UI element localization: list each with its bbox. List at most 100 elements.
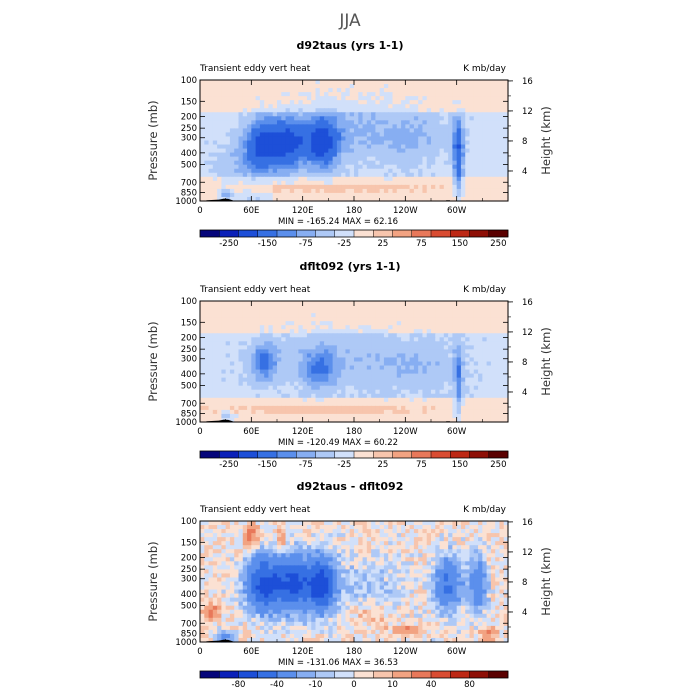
heatmap-cell bbox=[255, 180, 261, 186]
heatmap-cell bbox=[324, 112, 329, 117]
heatmap-cell bbox=[221, 144, 227, 150]
heatmap-cell bbox=[247, 353, 252, 359]
heatmap-cell bbox=[217, 525, 222, 530]
heatmap-cell bbox=[448, 301, 453, 306]
heatmap-cell bbox=[315, 393, 321, 399]
heatmap-cell bbox=[478, 533, 483, 538]
heatmap-cell bbox=[255, 405, 261, 411]
heatmap-cell bbox=[204, 88, 210, 93]
heatmap-cell bbox=[311, 100, 317, 105]
heatmap-cell bbox=[200, 405, 205, 411]
heatmap-cell bbox=[341, 337, 347, 342]
heatmap-cell bbox=[251, 393, 257, 399]
heatmap-cell bbox=[200, 96, 205, 101]
heatmap-cell bbox=[409, 373, 415, 379]
heatmap-cell bbox=[229, 365, 235, 371]
heatmap-cell bbox=[503, 108, 509, 113]
heatmap-cell bbox=[306, 172, 312, 178]
heatmap-cell bbox=[217, 313, 222, 318]
heatmap-cell bbox=[328, 88, 334, 93]
heatmap-cell bbox=[285, 92, 291, 97]
heatmap-cell bbox=[247, 329, 252, 334]
heatmap-cell bbox=[426, 405, 432, 411]
heatmap-cell bbox=[200, 120, 205, 125]
heatmap-cell bbox=[473, 168, 479, 174]
heatmap-cell bbox=[204, 184, 210, 190]
heatmap-cell bbox=[285, 341, 291, 346]
heatmap-cell bbox=[272, 357, 278, 363]
heatmap-cell bbox=[268, 405, 274, 411]
heatmap-cell bbox=[435, 172, 441, 178]
heatmap-cell bbox=[212, 413, 218, 419]
heatmap-cell bbox=[289, 156, 295, 162]
heatmap-cell bbox=[354, 313, 359, 318]
heatmap-cell bbox=[443, 192, 449, 198]
heatmap-cell bbox=[495, 393, 501, 399]
heatmap-cell bbox=[379, 88, 385, 93]
heatmap-cell bbox=[405, 321, 411, 326]
x-tick-label: 0 bbox=[197, 427, 202, 437]
heatmap-cell bbox=[259, 148, 265, 154]
heatmap-cell bbox=[388, 309, 394, 314]
heatmap-cell bbox=[272, 84, 278, 89]
heatmap-cell bbox=[383, 381, 389, 387]
heatmap-cell bbox=[328, 373, 334, 379]
heatmap-cell bbox=[431, 96, 436, 101]
heatmap-cell bbox=[460, 413, 466, 419]
heatmap-cell bbox=[439, 88, 445, 93]
heatmap-cell bbox=[319, 413, 325, 419]
heatmap-cell bbox=[486, 361, 492, 367]
heatmap-cell bbox=[439, 521, 445, 526]
heatmap-cell bbox=[311, 337, 317, 342]
heatmap-cell bbox=[388, 132, 394, 138]
heatmap-cell bbox=[229, 160, 235, 166]
heatmap-cell bbox=[456, 321, 462, 326]
heatmap-cell bbox=[289, 313, 295, 318]
heatmap-cell bbox=[268, 337, 274, 342]
heatmap-cell bbox=[225, 541, 231, 546]
heatmap-cell bbox=[396, 333, 402, 338]
heatmap-cell bbox=[277, 405, 282, 411]
heatmap-cell bbox=[478, 417, 483, 423]
heatmap-cell bbox=[306, 88, 312, 93]
heatmap-cell bbox=[281, 112, 287, 117]
heatmap-cell bbox=[306, 537, 312, 542]
heatmap-cell bbox=[383, 136, 389, 142]
heatmap-cell bbox=[349, 88, 355, 93]
heatmap-cell bbox=[431, 409, 436, 415]
heatmap-cell bbox=[379, 333, 385, 338]
heatmap-cell bbox=[460, 108, 466, 113]
heatmap-cell bbox=[221, 156, 227, 162]
heatmap-cell bbox=[456, 120, 462, 125]
heatmap-cell bbox=[405, 349, 411, 355]
heatmap-cell bbox=[336, 120, 342, 125]
heatmap-cell bbox=[452, 349, 458, 355]
heatmap-cell bbox=[281, 405, 287, 411]
heatmap-cell bbox=[358, 393, 364, 399]
heatmap-cell bbox=[422, 353, 428, 359]
heatmap-cell bbox=[289, 305, 295, 310]
heatmap-cell bbox=[298, 317, 304, 322]
heatmap-cell bbox=[448, 329, 453, 334]
heatmap-cell bbox=[208, 116, 214, 121]
heatmap-cell bbox=[478, 172, 483, 178]
heatmap-cell bbox=[499, 541, 505, 546]
heatmap-cell bbox=[456, 80, 462, 85]
heatmap-cell bbox=[435, 313, 441, 318]
heatmap-cell bbox=[435, 301, 441, 306]
heatmap-cell bbox=[495, 160, 501, 166]
heatmap-cell bbox=[247, 176, 252, 182]
heatmap-cell bbox=[362, 341, 368, 346]
heatmap-cell bbox=[242, 529, 248, 534]
heatmap-cell bbox=[366, 537, 372, 542]
right-string: K mb/day bbox=[463, 285, 507, 295]
heatmap-cell bbox=[354, 397, 359, 403]
heatmap-cell bbox=[255, 541, 261, 546]
heatmap-cell bbox=[418, 148, 424, 154]
heatmap-cell bbox=[272, 160, 278, 166]
heatmap-cell bbox=[490, 152, 496, 158]
heatmap-cell bbox=[401, 128, 406, 134]
heatmap-cell bbox=[418, 353, 424, 359]
heatmap-cell bbox=[396, 361, 402, 367]
heatmap-cell bbox=[281, 84, 287, 89]
